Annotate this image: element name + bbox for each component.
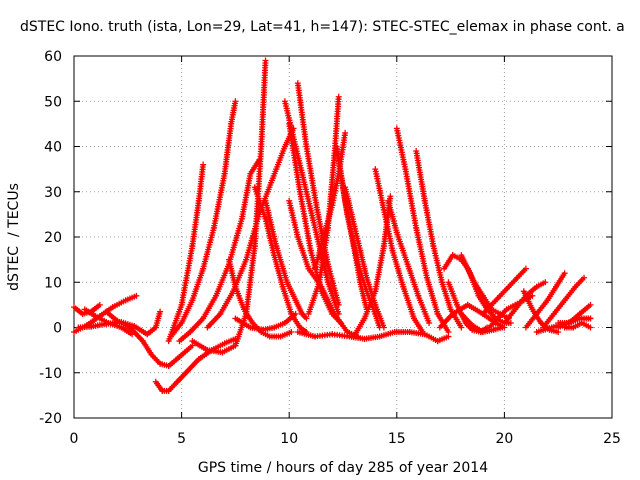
data-series <box>251 184 310 336</box>
data-series <box>189 57 269 356</box>
y-tick-label: -10 <box>39 366 62 382</box>
data-series <box>522 270 568 331</box>
data-series <box>479 265 529 317</box>
data-point <box>376 324 383 331</box>
data-series <box>342 184 387 331</box>
data-point <box>529 292 536 299</box>
data-series <box>165 161 207 345</box>
y-tick-label: 30 <box>44 185 62 201</box>
data-series <box>350 193 394 340</box>
data-point <box>522 265 529 272</box>
data-point <box>587 301 594 308</box>
chart-title: dSTEC Iono. truth (ista, Lon=29, Lat=41,… <box>20 19 625 35</box>
data-point <box>542 279 549 286</box>
data-point <box>445 333 452 340</box>
tick-labels: 0 5 10 15 20 25 -20 -10 0 10 20 30 40 50 60 <box>39 49 621 447</box>
data-point <box>458 324 465 331</box>
data-series <box>555 315 594 326</box>
y-axis-label: dSTEC / TECUs <box>6 183 22 291</box>
data-series <box>333 143 383 331</box>
data-point <box>581 274 588 281</box>
data-series <box>540 274 588 331</box>
data-series <box>204 125 297 331</box>
data-series <box>167 98 239 340</box>
x-tick-label: 25 <box>603 431 621 447</box>
data-point <box>426 319 433 326</box>
data-point <box>232 98 239 105</box>
x-tick-label: 15 <box>388 431 406 447</box>
data-point <box>587 315 594 322</box>
data-series <box>81 306 136 338</box>
x-tick-label: 10 <box>280 431 298 447</box>
data-point <box>303 315 310 322</box>
y-tick-label: 40 <box>44 140 62 156</box>
data-point <box>335 93 342 100</box>
data-series <box>176 157 263 345</box>
data-series <box>262 197 310 322</box>
data-series <box>393 125 452 336</box>
plot-frame <box>73 55 613 419</box>
x-tick-label: 5 <box>177 431 186 447</box>
y-tick-label: -20 <box>39 411 62 427</box>
data-series <box>232 310 299 333</box>
y-tick-label: 20 <box>44 230 62 246</box>
data-point <box>561 270 568 277</box>
x-axis-label: GPS time / hours of day 285 of year 2014 <box>198 460 488 476</box>
y-tick-label: 50 <box>44 94 62 110</box>
data-series <box>458 310 506 336</box>
y-tick-label: 60 <box>44 49 62 65</box>
data-point <box>499 324 506 331</box>
data-point <box>587 324 594 331</box>
data-point <box>157 308 164 315</box>
data-series <box>561 319 594 331</box>
data-points <box>71 57 594 394</box>
data-series <box>294 329 383 342</box>
data-point <box>387 193 394 200</box>
y-tick-label: 0 <box>53 321 62 337</box>
x-tick-label: 0 <box>70 431 79 447</box>
data-series <box>376 329 452 345</box>
data-point <box>335 301 342 308</box>
x-tick-label: 20 <box>495 431 513 447</box>
y-tick-label: 10 <box>44 275 62 291</box>
data-series <box>385 197 433 326</box>
data-point <box>507 319 514 326</box>
grid-lines <box>74 56 612 418</box>
data-series <box>103 308 196 369</box>
data-point <box>200 161 207 168</box>
data-point <box>342 129 349 136</box>
data-point <box>133 292 140 299</box>
data-point <box>262 57 269 64</box>
data-point <box>96 301 103 308</box>
data-point <box>288 329 295 336</box>
